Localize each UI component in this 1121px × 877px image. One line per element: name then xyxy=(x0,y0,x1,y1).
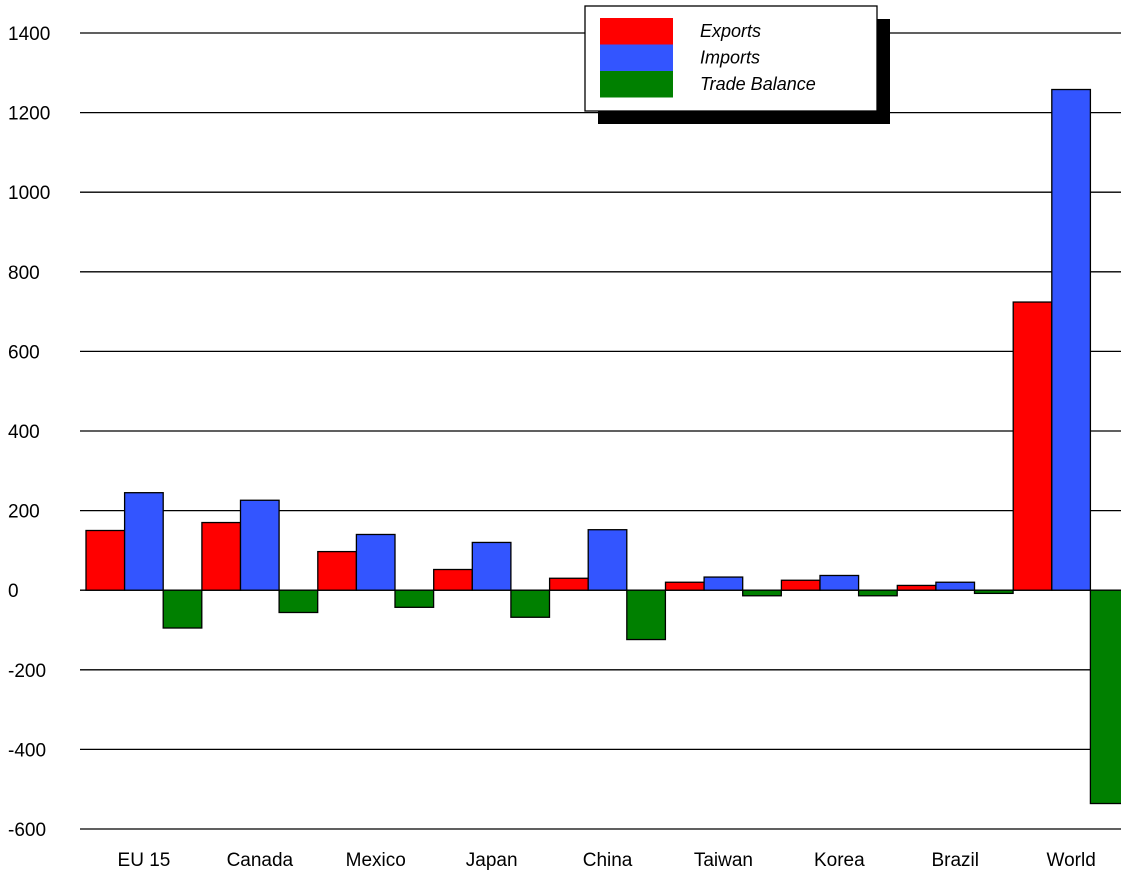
legend-label-trade-balance: Trade Balance xyxy=(700,74,816,94)
bar-imports-canada xyxy=(239,499,280,591)
y-tick-label: 1400 xyxy=(8,24,50,45)
bar-trade-balance-mexico xyxy=(394,589,435,608)
bar-trade-balance-canada xyxy=(278,589,319,614)
y-tick-label: -600 xyxy=(8,820,46,841)
bar-exports-mexico xyxy=(317,550,358,591)
bar-exports-world xyxy=(1012,301,1053,591)
bar-exports-china xyxy=(548,577,589,591)
x-tick-label: EU 15 xyxy=(118,850,171,871)
legend-swatch-trade-balance xyxy=(600,71,673,98)
bar-imports-korea xyxy=(819,574,860,591)
bar-imports-eu-15 xyxy=(123,492,164,591)
bar-exports-taiwan xyxy=(664,581,705,591)
bar-trade-balance-eu-15 xyxy=(162,589,203,629)
bar-imports-taiwan xyxy=(703,576,744,591)
x-tick-label: Taiwan xyxy=(694,850,753,871)
legend: Exports Imports Trade Balance xyxy=(584,5,890,124)
y-tick-label: 1200 xyxy=(8,104,50,125)
x-tick-label: Mexico xyxy=(346,850,406,871)
bar-trade-balance-china xyxy=(626,589,667,641)
bar-imports-brazil xyxy=(935,581,976,591)
bar-trade-balance-world xyxy=(1089,589,1121,805)
bar-imports-mexico xyxy=(355,533,396,591)
legend-label-imports: Imports xyxy=(700,48,760,68)
bar-imports-china xyxy=(587,529,628,591)
bar-trade-balance-brazil xyxy=(973,589,1014,595)
bar-trade-balance-korea xyxy=(857,589,898,597)
x-tick-label: World xyxy=(1047,850,1096,871)
bar-exports-eu-15 xyxy=(85,529,126,591)
x-tick-label: China xyxy=(583,850,633,871)
x-tick-label: Brazil xyxy=(931,850,979,871)
bar-exports-japan xyxy=(433,568,473,591)
y-tick-label: 1000 xyxy=(8,183,50,204)
legend-swatch-imports xyxy=(600,44,673,71)
bars xyxy=(85,88,1121,805)
x-axis-ticks: EU 15 Canada Mexico Japan China Taiwan Korea Br… xyxy=(118,850,1096,871)
y-tick-label: 800 xyxy=(8,263,40,284)
x-tick-label: Canada xyxy=(227,850,294,871)
y-tick-label: 600 xyxy=(8,342,40,363)
gridlines xyxy=(80,32,1121,830)
legend-swatch-exports xyxy=(600,18,673,45)
y-tick-label: 0 xyxy=(8,581,19,602)
bar-imports-japan xyxy=(471,541,512,591)
y-tick-label: -200 xyxy=(8,661,46,682)
x-tick-label: Japan xyxy=(466,850,518,871)
y-tick-label: 400 xyxy=(8,422,40,443)
bar-exports-brazil xyxy=(896,584,937,591)
bar-exports-korea xyxy=(780,579,821,591)
y-axis-ticks: 1400 1200 1000 800 600 400 200 0 -200 -400 -600 xyxy=(8,24,50,841)
y-tick-label: 200 xyxy=(8,502,40,523)
bar-exports-canada xyxy=(201,521,242,591)
legend-label-exports: Exports xyxy=(700,21,761,41)
bar-imports-world xyxy=(1051,88,1092,591)
bar-trade-balance-taiwan xyxy=(742,589,782,597)
bar-trade-balance-japan xyxy=(510,589,551,618)
x-tick-label: Korea xyxy=(814,850,865,871)
y-tick-label: -400 xyxy=(8,740,46,761)
